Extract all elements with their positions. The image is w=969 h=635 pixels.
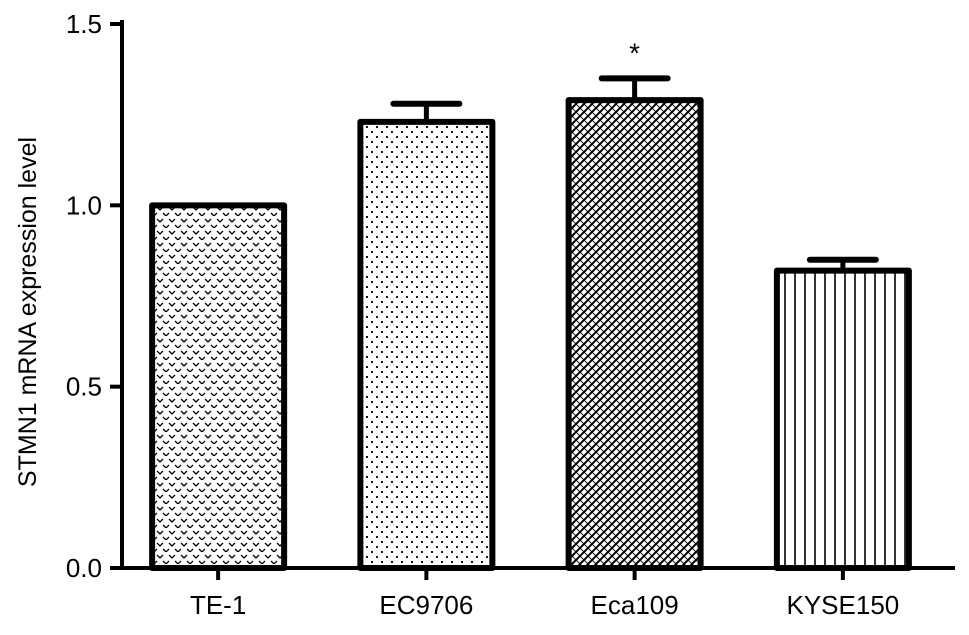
x-tick-label-te-1: TE-1 [190, 590, 246, 620]
ticks-layer [110, 22, 845, 580]
y-tick-label: 0.0 [66, 553, 102, 583]
bars-layer [149, 75, 912, 571]
y-axis-title-layer: STMN1 mRNA expression level [14, 137, 42, 487]
y-tick-label: 1.0 [66, 190, 102, 220]
bar-te-1 [149, 202, 288, 571]
x-tick-label-ec9706: EC9706 [379, 590, 473, 620]
bar-eca109 [565, 97, 704, 571]
y-tick-label: 1.5 [66, 9, 102, 39]
x-tick-label-kyse150: KYSE150 [787, 590, 900, 620]
axes-layer [120, 20, 955, 570]
bar-ec9706 [357, 118, 496, 571]
y-axis-title: STMN1 mRNA expression level [14, 137, 42, 487]
x-tick-label-eca109: Eca109 [591, 590, 679, 620]
bar-kyse150 [773, 267, 912, 571]
labels-layer: * 0.0 0.5 1.0 1.5 TE-1 EC9706 Eca109 KYSE150 [66, 9, 899, 620]
significance-marker: * [629, 37, 640, 68]
y-tick-label: 0.5 [66, 372, 102, 402]
